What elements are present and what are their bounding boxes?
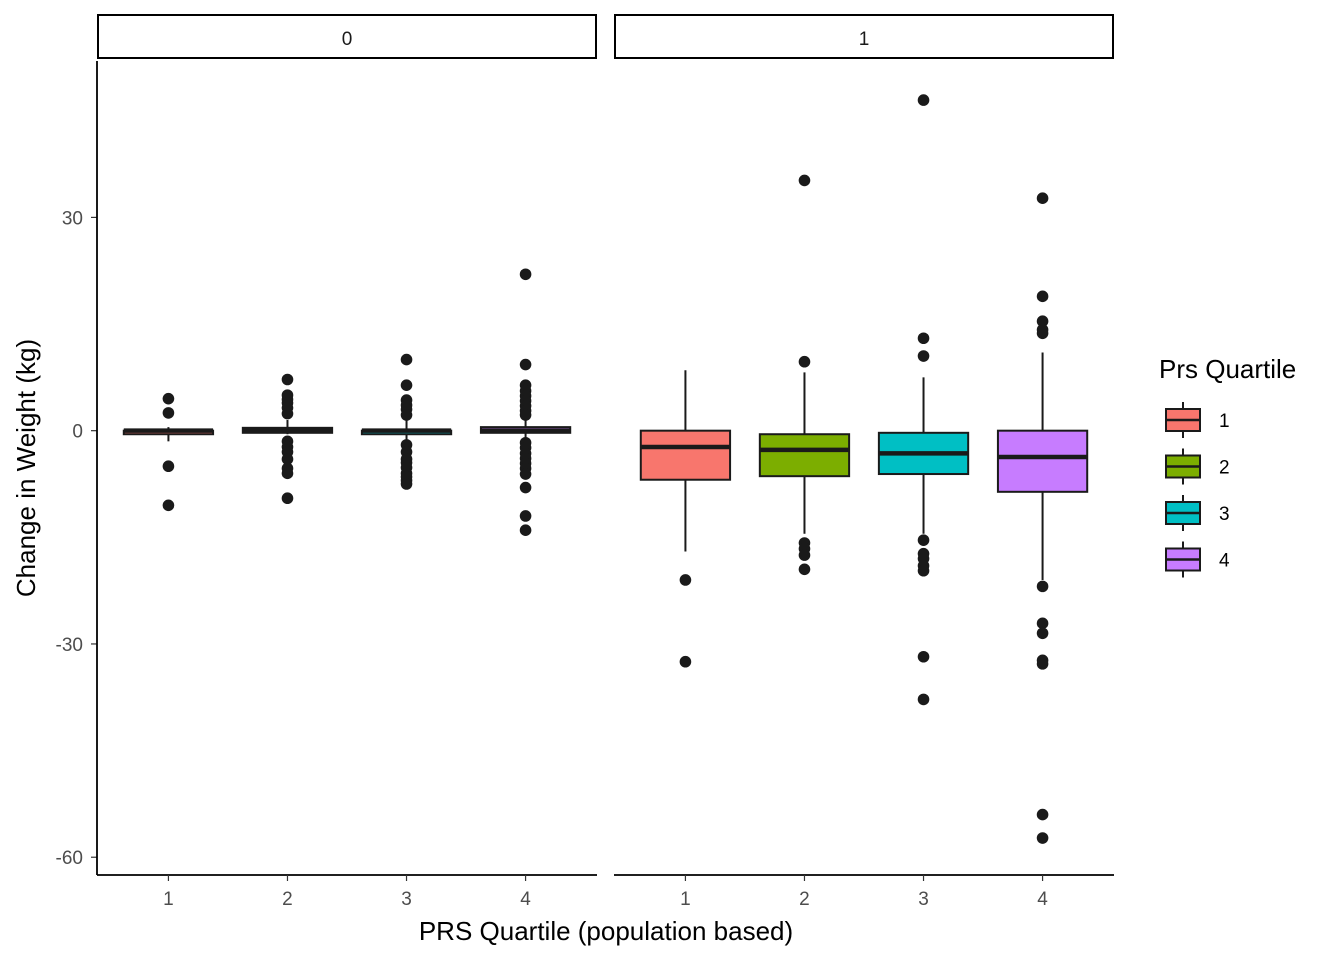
box-body	[639, 429, 732, 481]
outlier-point	[281, 373, 294, 386]
outlier-point	[798, 549, 811, 561]
x-tick-label: 3	[918, 889, 929, 910]
y-tick-label: 0	[72, 422, 83, 443]
outlier-point	[679, 655, 692, 668]
outlier-point	[1036, 290, 1049, 303]
box-body	[996, 429, 1089, 493]
box-body	[758, 433, 851, 478]
outlier-point	[400, 353, 413, 366]
legend-label: 1	[1219, 411, 1230, 432]
outlier-point	[281, 453, 294, 465]
legend: Prs Quartile 1 2 3 4	[1159, 354, 1296, 578]
outlier-point	[162, 460, 175, 473]
outlier-point	[281, 407, 294, 420]
outlier-point	[162, 499, 175, 512]
box-group-1	[639, 370, 732, 668]
legend-entry-2: 2	[1165, 448, 1230, 485]
outlier-point	[917, 693, 930, 706]
x-tick-label: 1	[680, 889, 691, 910]
outlier-point	[917, 564, 930, 577]
box-group-2	[758, 174, 851, 576]
outlier-point	[917, 534, 930, 546]
facet-strip-label: 0	[342, 29, 353, 50]
outlier-point	[917, 94, 930, 106]
facet-strip-label: 1	[859, 29, 870, 50]
facet-strip	[614, 14, 1114, 59]
box-group-2	[241, 373, 334, 505]
outlier-point	[917, 332, 930, 345]
y-tick-label: 30	[62, 208, 83, 229]
outlier-point	[519, 468, 532, 480]
box-group-4	[996, 192, 1089, 844]
outlier-point	[679, 574, 692, 586]
outlier-point	[1036, 580, 1049, 593]
outlier-point	[1036, 658, 1049, 670]
x-tick-label: 1	[163, 889, 174, 910]
outlier-point	[798, 174, 811, 187]
outlier-point	[917, 350, 930, 362]
outlier-point	[917, 650, 930, 663]
outlier-point	[1036, 192, 1049, 205]
x-tick-label: 2	[799, 889, 810, 910]
y-tick-label: -60	[56, 848, 83, 869]
outlier-point	[519, 481, 532, 494]
legend-entry-4: 4	[1165, 541, 1230, 578]
y-axis-title: Change in Weight (kg)	[11, 339, 41, 597]
legend-entry-1: 1	[1165, 402, 1230, 438]
outlier-point	[281, 492, 294, 505]
outlier-point	[519, 524, 532, 537]
box-group-4	[479, 268, 572, 537]
outlier-point	[1036, 315, 1049, 327]
outlier-point	[1036, 808, 1049, 821]
x-tick-label: 3	[401, 889, 412, 910]
y-axis: -60 -30 0 30	[56, 61, 98, 875]
outlier-point	[1036, 627, 1049, 640]
x-tick-label: 2	[282, 889, 293, 910]
box-group-3	[877, 94, 970, 706]
legend-entry-3: 3	[1165, 495, 1230, 531]
y-tick-label: -30	[56, 635, 83, 656]
outlier-point	[400, 379, 413, 391]
legend-label: 3	[1219, 504, 1230, 525]
legend-label: 2	[1219, 458, 1230, 479]
outlier-point	[1036, 617, 1049, 630]
box-group-3	[360, 353, 453, 490]
outlier-point	[162, 392, 175, 405]
outlier-point	[1036, 832, 1049, 844]
legend-title: Prs Quartile	[1159, 354, 1296, 384]
outlier-point	[798, 355, 811, 368]
x-axis-title: PRS Quartile (population based)	[419, 916, 793, 946]
outlier-point	[281, 467, 294, 480]
outlier-point	[519, 358, 532, 371]
outlier-point	[1036, 327, 1049, 340]
x-tick-label: 4	[1037, 889, 1048, 910]
x-tick-label: 4	[520, 889, 531, 910]
outlier-point	[400, 478, 413, 490]
outlier-point	[519, 409, 532, 421]
box-group-1	[122, 392, 215, 512]
panels-layer: -60 -30 0 30 0 1 2 3 4 1 1 2 3 4	[56, 14, 1114, 910]
outlier-point	[400, 409, 413, 421]
facet-panel-1: 1 1 2 3 4	[614, 14, 1114, 910]
outlier-point	[162, 407, 175, 419]
outlier-point	[798, 563, 811, 576]
outlier-point	[519, 510, 532, 522]
legend-label: 4	[1219, 551, 1230, 572]
outlier-point	[519, 268, 532, 281]
facet-panel-0: 0 1 2 3 4	[97, 14, 597, 910]
facet-strip	[97, 14, 597, 59]
